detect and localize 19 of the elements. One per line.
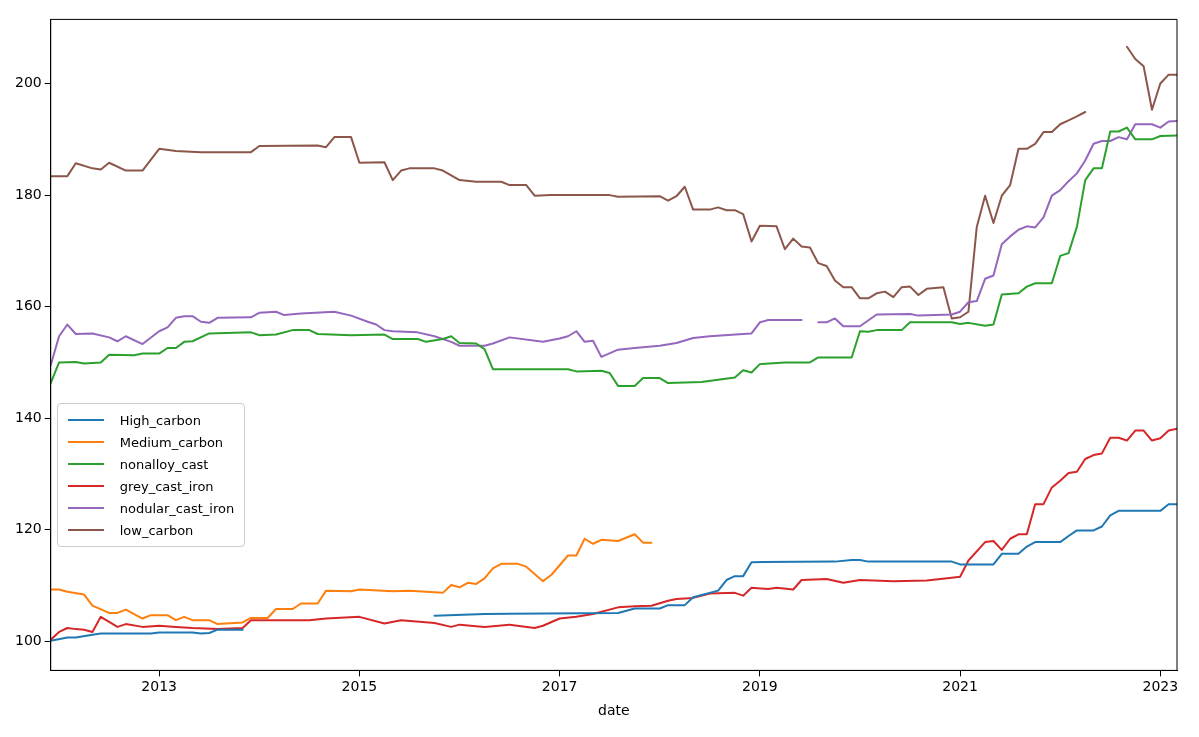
x-tick-label: 2013 <box>141 678 177 695</box>
legend-label: Medium_carbon <box>119 434 224 450</box>
x-tick-label: 2015 <box>341 678 378 695</box>
x-tick-label: 2021 <box>942 678 978 695</box>
x-tick-label: 2019 <box>742 678 778 695</box>
y-tick-label: 120 <box>14 520 42 537</box>
y-tick-label: 200 <box>14 74 42 91</box>
y-tick-label: 100 <box>14 632 42 649</box>
x-axis-title: date <box>598 702 630 719</box>
y-tick-label: 140 <box>14 408 42 425</box>
x-tick-label: 2017 <box>541 678 578 695</box>
y-tick-label: 160 <box>14 297 42 314</box>
legend-label: grey_cast_iron <box>119 478 214 494</box>
legend-label: low_carbon <box>119 522 194 538</box>
legend-label: nodular_cast_iron <box>119 500 235 516</box>
legend-label: nonalloy_cast <box>119 456 209 472</box>
y-tick-label: 180 <box>14 185 42 202</box>
x-tick-label: 2023 <box>1142 678 1179 695</box>
legend-label: High_carbon <box>119 412 202 428</box>
